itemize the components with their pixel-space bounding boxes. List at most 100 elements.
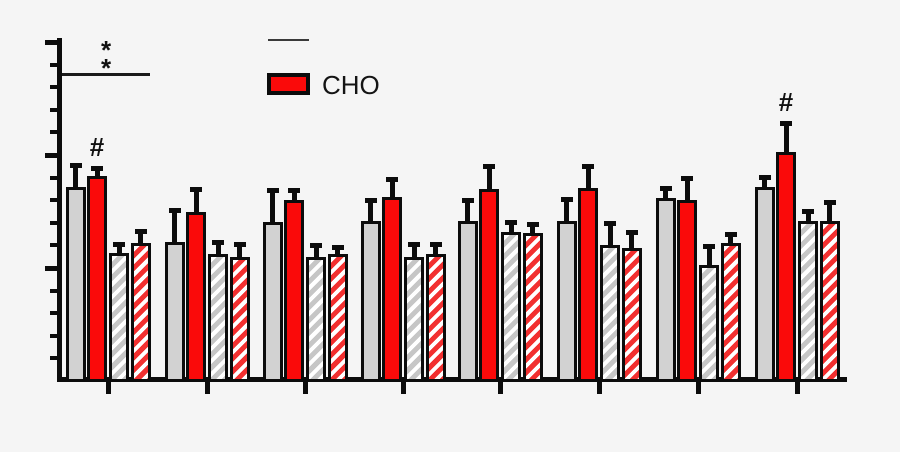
error-bar-cap [659,186,672,191]
error-bar-stem [368,198,373,229]
error-bar-cap [625,230,638,235]
x-axis-spine [57,377,847,382]
error-bar-cap [408,242,420,247]
cropped-legend-swatch-line [268,39,309,41]
error-bar-cap [266,188,279,193]
bar-gray-hatched [306,257,326,382]
error-bar-cap [429,242,442,247]
error-bar-stem [313,243,319,265]
x-tick [106,381,111,394]
y-minor-tick [50,130,57,134]
bar-red-hatched [130,243,151,382]
error-bar-stem [684,176,690,208]
hash-annotation: # [778,87,794,117]
error-bar-cap [364,198,377,203]
error-bar-stem [215,240,221,262]
error-bar-stem [629,230,634,256]
bar-red-solid [776,152,796,382]
bar-red-hatched [819,221,840,382]
x-tick [401,381,406,394]
error-bar-cap [758,175,771,180]
bar-gray-hatched [600,245,620,382]
error-bar-cap [113,242,125,247]
bar-red-solid [479,189,499,382]
bar-gray-solid [556,221,577,382]
bar-red-hatched [621,248,642,382]
y-major-tick [45,153,57,158]
error-bar-stem [728,232,733,251]
error-bar-stem [433,242,438,262]
bar-gray-solid [655,198,676,382]
error-bar-stem [486,164,492,197]
y-minor-tick [50,221,57,225]
y-minor-tick [50,311,57,315]
error-bar-stem [783,121,789,160]
bar-gray-solid [164,242,185,382]
error-bar-cap [233,242,246,247]
error-bar-cap [724,232,737,237]
bar-gray-solid [457,221,478,382]
error-bar-stem [805,209,811,229]
x-tick [303,381,308,394]
error-bar-stem [73,163,78,195]
error-bar-cap [91,166,103,171]
error-bar-stem [116,242,122,261]
error-bar-cap [331,245,344,250]
error-bar-cap [703,244,715,249]
bar-gray-hatched [208,254,228,382]
y-major-tick [45,266,57,271]
error-bar-stem [193,187,199,220]
error-bar-stem [762,175,767,195]
y-axis-spine [57,38,62,382]
error-bar-stem [663,186,668,206]
error-bar-stem [706,244,712,273]
y-minor-tick [50,243,57,247]
y-minor-tick [50,356,57,360]
error-bar-cap [604,221,616,226]
bar-red-hatched [522,233,543,382]
asterisk-annotation: * [100,35,112,65]
bar-gray-hatched [404,257,424,382]
error-bar-cap [190,187,202,192]
bar-gray-solid [65,187,86,382]
x-tick [795,381,800,394]
bar-red-hatched [720,243,741,382]
error-bar-cap [69,163,82,168]
y-minor-tick [50,108,57,112]
y-minor-tick [50,176,57,180]
error-bar-cap [780,121,792,126]
significance-bracket-line [62,73,150,76]
error-bar-stem [291,188,297,208]
error-bar-stem [411,242,417,265]
x-tick [696,381,701,394]
bar-red-solid [382,197,402,382]
error-bar-cap [461,198,474,203]
bar-red-solid [284,200,304,382]
error-bar-cap [288,188,300,193]
error-bar-cap [134,229,147,234]
error-bar-cap [823,200,836,205]
error-bar-stem [172,208,177,250]
error-bar-stem [607,221,613,253]
bar-gray-hatched [109,253,129,382]
x-tick [498,381,503,394]
error-bar-cap [802,209,814,214]
hash-annotation: # [89,132,105,162]
error-bar-cap [168,208,181,213]
error-bar-stem [564,197,569,229]
y-minor-tick [50,334,57,338]
bar-red-solid [677,200,697,382]
bar-red-solid [578,188,598,382]
x-tick [597,381,602,394]
error-bar-stem [389,177,395,205]
error-bar-stem [465,198,470,229]
y-minor-tick [50,85,57,89]
error-bar-stem [827,200,832,229]
error-bar-cap [681,176,693,181]
bar-gray-hatched [699,265,719,382]
error-bar-cap [483,164,495,169]
x-tick [205,381,210,394]
bar-gray-solid [262,222,283,382]
bar-red-hatched [425,254,446,382]
